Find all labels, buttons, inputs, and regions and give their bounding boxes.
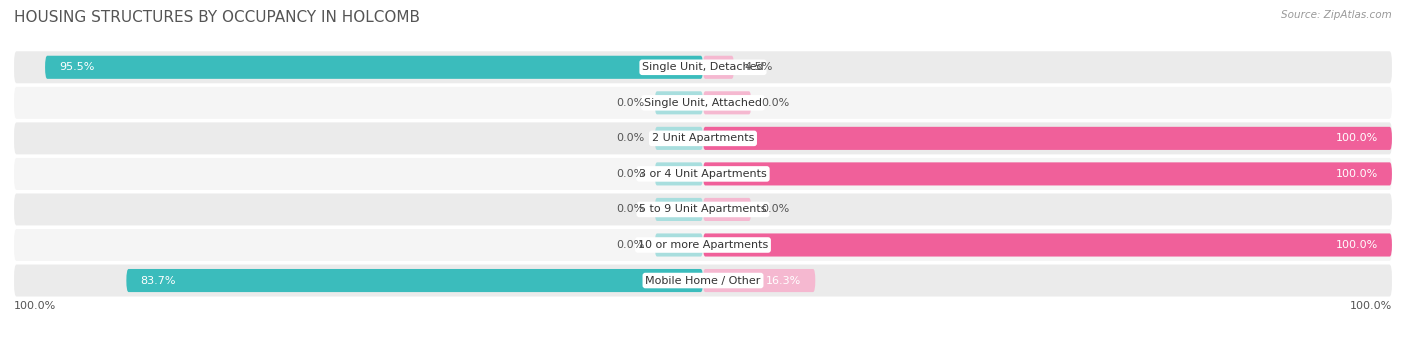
Text: 95.5%: 95.5% (59, 62, 94, 72)
FancyBboxPatch shape (655, 127, 703, 150)
FancyBboxPatch shape (14, 158, 1392, 190)
Text: 0.0%: 0.0% (762, 98, 790, 108)
FancyBboxPatch shape (703, 162, 1392, 186)
FancyBboxPatch shape (14, 51, 1392, 83)
Text: 100.0%: 100.0% (1350, 301, 1392, 311)
Text: 0.0%: 0.0% (616, 205, 644, 214)
Text: Mobile Home / Other: Mobile Home / Other (645, 276, 761, 285)
Text: 4.5%: 4.5% (744, 62, 773, 72)
Text: 0.0%: 0.0% (616, 133, 644, 143)
Text: 0.0%: 0.0% (616, 240, 644, 250)
Text: 0.0%: 0.0% (616, 169, 644, 179)
FancyBboxPatch shape (703, 198, 751, 221)
Text: 100.0%: 100.0% (1336, 169, 1378, 179)
FancyBboxPatch shape (655, 234, 703, 256)
FancyBboxPatch shape (14, 122, 1392, 154)
Text: Single Unit, Attached: Single Unit, Attached (644, 98, 762, 108)
FancyBboxPatch shape (45, 56, 703, 79)
FancyBboxPatch shape (655, 162, 703, 186)
Text: 100.0%: 100.0% (14, 301, 56, 311)
Text: 100.0%: 100.0% (1336, 240, 1378, 250)
Text: 83.7%: 83.7% (141, 276, 176, 285)
FancyBboxPatch shape (14, 265, 1392, 297)
Text: 0.0%: 0.0% (616, 98, 644, 108)
FancyBboxPatch shape (127, 269, 703, 292)
FancyBboxPatch shape (14, 229, 1392, 261)
Text: Source: ZipAtlas.com: Source: ZipAtlas.com (1281, 10, 1392, 20)
Text: 10 or more Apartments: 10 or more Apartments (638, 240, 768, 250)
FancyBboxPatch shape (703, 127, 1392, 150)
FancyBboxPatch shape (703, 269, 815, 292)
Text: 3 or 4 Unit Apartments: 3 or 4 Unit Apartments (640, 169, 766, 179)
FancyBboxPatch shape (14, 193, 1392, 225)
FancyBboxPatch shape (655, 198, 703, 221)
FancyBboxPatch shape (703, 234, 1392, 256)
FancyBboxPatch shape (14, 87, 1392, 119)
Text: 100.0%: 100.0% (1336, 133, 1378, 143)
Text: 5 to 9 Unit Apartments: 5 to 9 Unit Apartments (640, 205, 766, 214)
Text: HOUSING STRUCTURES BY OCCUPANCY IN HOLCOMB: HOUSING STRUCTURES BY OCCUPANCY IN HOLCO… (14, 10, 420, 25)
FancyBboxPatch shape (655, 91, 703, 114)
FancyBboxPatch shape (703, 56, 734, 79)
Text: 16.3%: 16.3% (766, 276, 801, 285)
Text: 0.0%: 0.0% (762, 205, 790, 214)
Text: Single Unit, Detached: Single Unit, Detached (643, 62, 763, 72)
FancyBboxPatch shape (703, 91, 751, 114)
Text: 2 Unit Apartments: 2 Unit Apartments (652, 133, 754, 143)
